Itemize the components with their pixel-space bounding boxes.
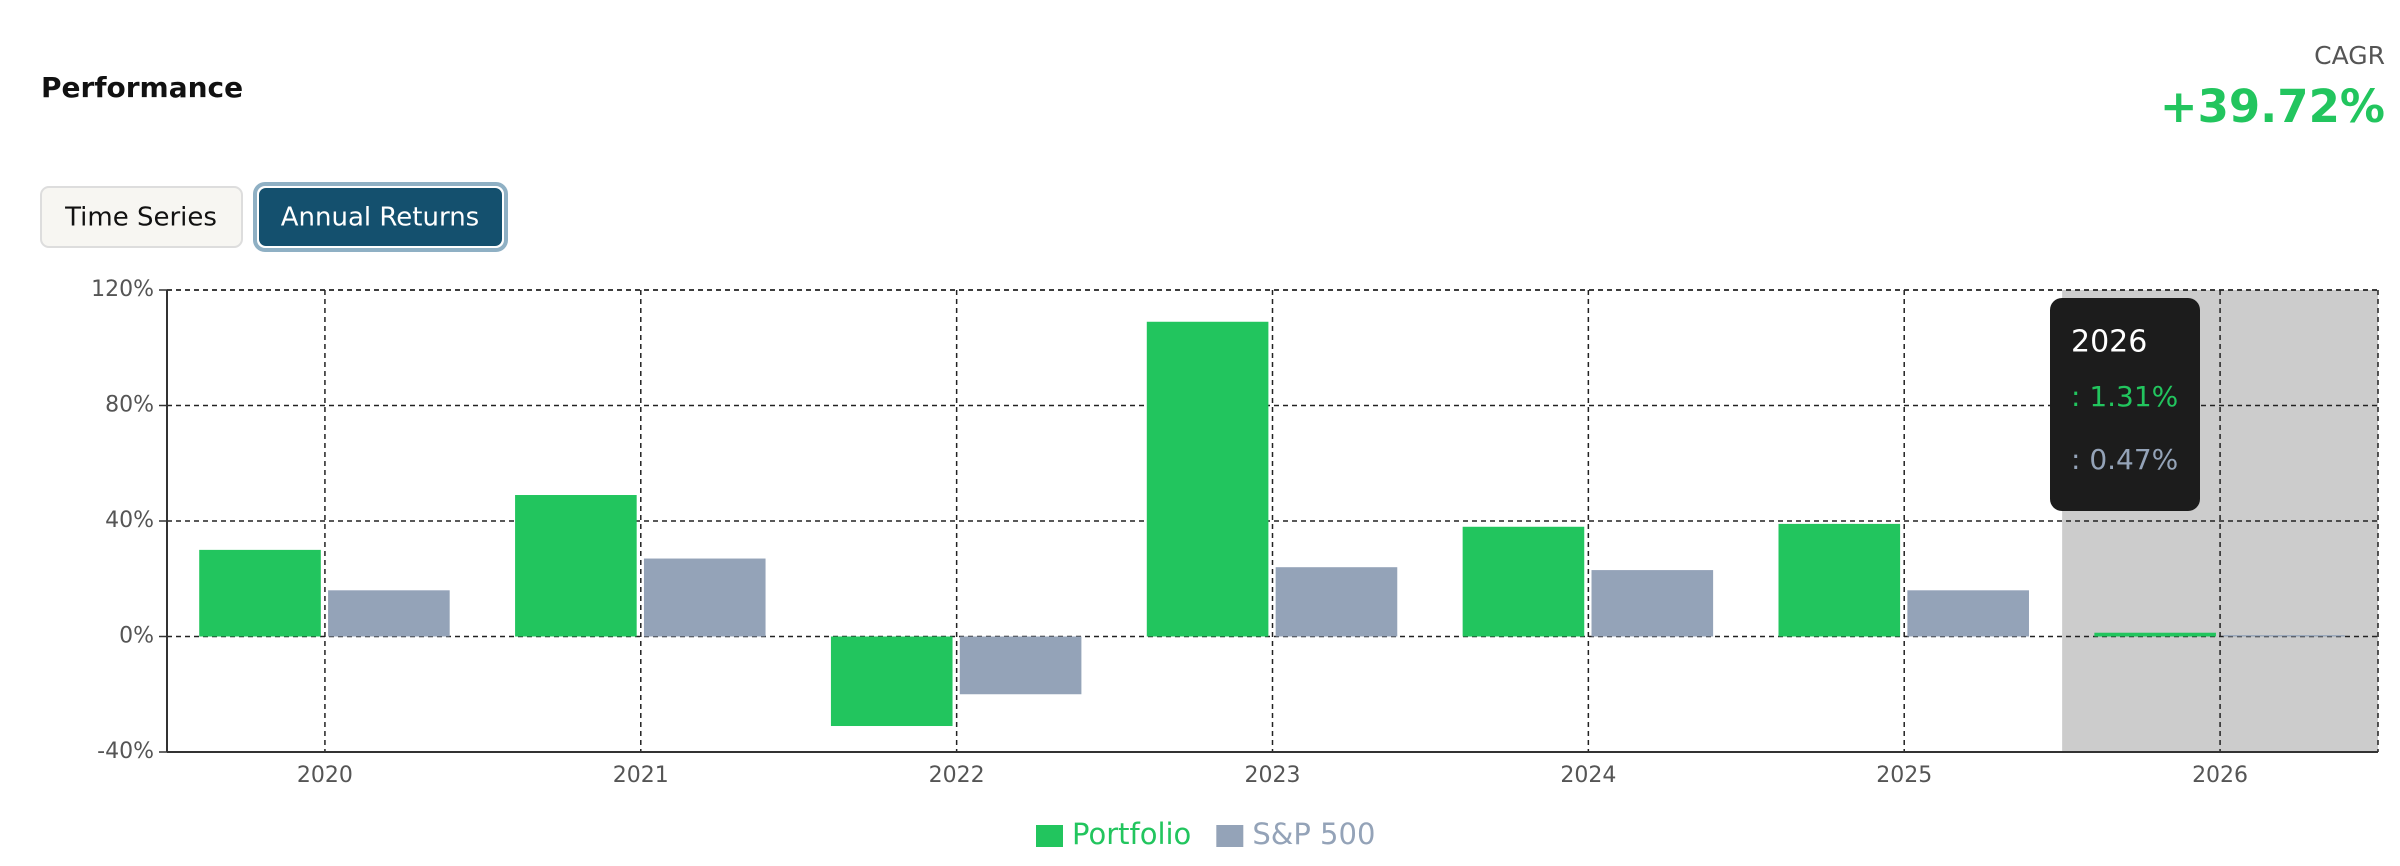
legend-label: Portfolio <box>1072 817 1191 851</box>
y-tick-label: 0% <box>119 624 154 649</box>
bar <box>1462 526 1585 637</box>
tab-focus-ring <box>253 182 508 252</box>
tab-label[interactable]: Time Series <box>64 203 217 233</box>
y-tick-label: 40% <box>105 508 154 533</box>
x-tick-label: 2021 <box>613 763 669 788</box>
x-tick-label: 2022 <box>929 763 985 788</box>
x-tick-label: 2020 <box>297 763 353 788</box>
metric-value: +39.72% <box>2160 80 2385 133</box>
y-tick-label: 120% <box>91 277 154 302</box>
y-tick-label: -40% <box>97 739 154 764</box>
tab-label[interactable]: Annual Returns <box>281 203 479 233</box>
bar <box>328 590 450 637</box>
x-tick-label: 2026 <box>2192 763 2248 788</box>
x-tick-label: 2024 <box>1560 763 1616 788</box>
bar <box>515 495 637 637</box>
x-tick-label: 2025 <box>1876 763 1932 788</box>
bar <box>1146 321 1269 637</box>
tab-button[interactable] <box>40 186 243 248</box>
bar <box>1907 590 2029 637</box>
x-tick-label: 2023 <box>1245 763 1301 788</box>
bar <box>1591 570 1714 637</box>
tooltip-value: : 0.47% <box>2071 443 2178 476</box>
tooltip-value: : 1.31% <box>2071 380 2178 413</box>
tab-button-active[interactable] <box>259 188 502 246</box>
legend-swatch <box>1036 825 1063 847</box>
bar <box>2094 632 2216 637</box>
y-tick-label: 80% <box>105 393 154 418</box>
page-title: Performance <box>41 71 243 104</box>
metric-label: CAGR <box>2314 41 2385 70</box>
tooltip-title: 2026 <box>2071 325 2147 360</box>
bar <box>199 549 321 637</box>
legend-swatch <box>1216 825 1244 847</box>
bar <box>2223 635 2345 637</box>
bar <box>1778 523 1901 637</box>
tooltip <box>2050 298 2200 511</box>
bar <box>643 558 766 637</box>
legend-label: S&P 500 <box>1252 817 1375 851</box>
bar <box>959 636 1082 695</box>
bar <box>830 636 953 727</box>
bar <box>1275 567 1398 637</box>
